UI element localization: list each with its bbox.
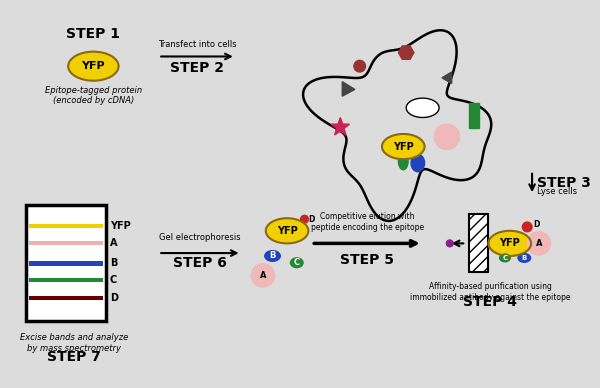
Text: A: A — [110, 238, 118, 248]
Text: D: D — [308, 215, 314, 223]
Ellipse shape — [398, 152, 408, 170]
Bar — [26, 204, 106, 321]
Ellipse shape — [266, 218, 308, 243]
Bar — [469, 214, 488, 272]
Circle shape — [434, 124, 460, 149]
Ellipse shape — [265, 251, 280, 261]
Text: Excise bands and analyze
by mass spectrometry: Excise bands and analyze by mass spectro… — [20, 333, 128, 353]
Text: STEP 4: STEP 4 — [463, 295, 517, 309]
Ellipse shape — [290, 258, 303, 268]
Ellipse shape — [518, 253, 530, 262]
Text: Gel electrophoresis: Gel electrophoresis — [159, 234, 241, 242]
Bar — [469, 103, 479, 128]
Text: B: B — [521, 255, 527, 261]
Text: STEP 7: STEP 7 — [47, 350, 101, 364]
Bar — [29, 261, 103, 266]
Bar — [29, 278, 103, 282]
Text: YFP: YFP — [277, 226, 298, 236]
Text: Lyse cells: Lyse cells — [537, 187, 577, 196]
Text: A: A — [260, 271, 266, 280]
Circle shape — [354, 61, 365, 72]
Text: Affinity-based purification using
immobilized antibody against the epitope: Affinity-based purification using immobi… — [410, 282, 571, 301]
Text: D: D — [110, 293, 118, 303]
Text: STEP 1: STEP 1 — [67, 28, 121, 42]
Polygon shape — [442, 72, 452, 83]
Ellipse shape — [411, 154, 425, 172]
Ellipse shape — [406, 98, 439, 118]
Text: YFP: YFP — [110, 220, 131, 230]
Polygon shape — [342, 81, 355, 96]
Text: STEP 5: STEP 5 — [340, 253, 394, 267]
Circle shape — [527, 232, 550, 255]
Text: B: B — [269, 251, 276, 260]
Circle shape — [251, 264, 274, 287]
Text: STEP 6: STEP 6 — [173, 256, 227, 270]
Bar — [29, 296, 103, 300]
Circle shape — [301, 215, 308, 223]
Text: C: C — [110, 275, 117, 285]
Text: C: C — [502, 255, 508, 261]
Text: YFP: YFP — [82, 61, 105, 71]
Polygon shape — [331, 118, 350, 135]
Circle shape — [523, 222, 532, 232]
Text: A: A — [536, 239, 542, 248]
Text: YFP: YFP — [393, 142, 413, 152]
Text: D: D — [533, 220, 539, 229]
Ellipse shape — [500, 254, 510, 262]
Text: STEP 2: STEP 2 — [170, 61, 224, 75]
Ellipse shape — [382, 134, 425, 159]
Text: C: C — [293, 258, 300, 267]
Text: Transfect into cells: Transfect into cells — [158, 40, 236, 49]
Text: YFP: YFP — [499, 238, 520, 248]
Text: Competitive elution with
peptide encoding the epitope: Competitive elution with peptide encodin… — [311, 212, 424, 232]
Ellipse shape — [488, 231, 531, 256]
Text: Epitope-tagged protein
(encoded by cDNA): Epitope-tagged protein (encoded by cDNA) — [45, 85, 142, 105]
Polygon shape — [398, 46, 414, 59]
Circle shape — [446, 240, 453, 247]
Ellipse shape — [68, 52, 119, 81]
Text: STEP 3: STEP 3 — [537, 176, 591, 190]
Bar — [29, 241, 103, 245]
Bar — [29, 223, 103, 229]
Text: B: B — [110, 258, 117, 268]
